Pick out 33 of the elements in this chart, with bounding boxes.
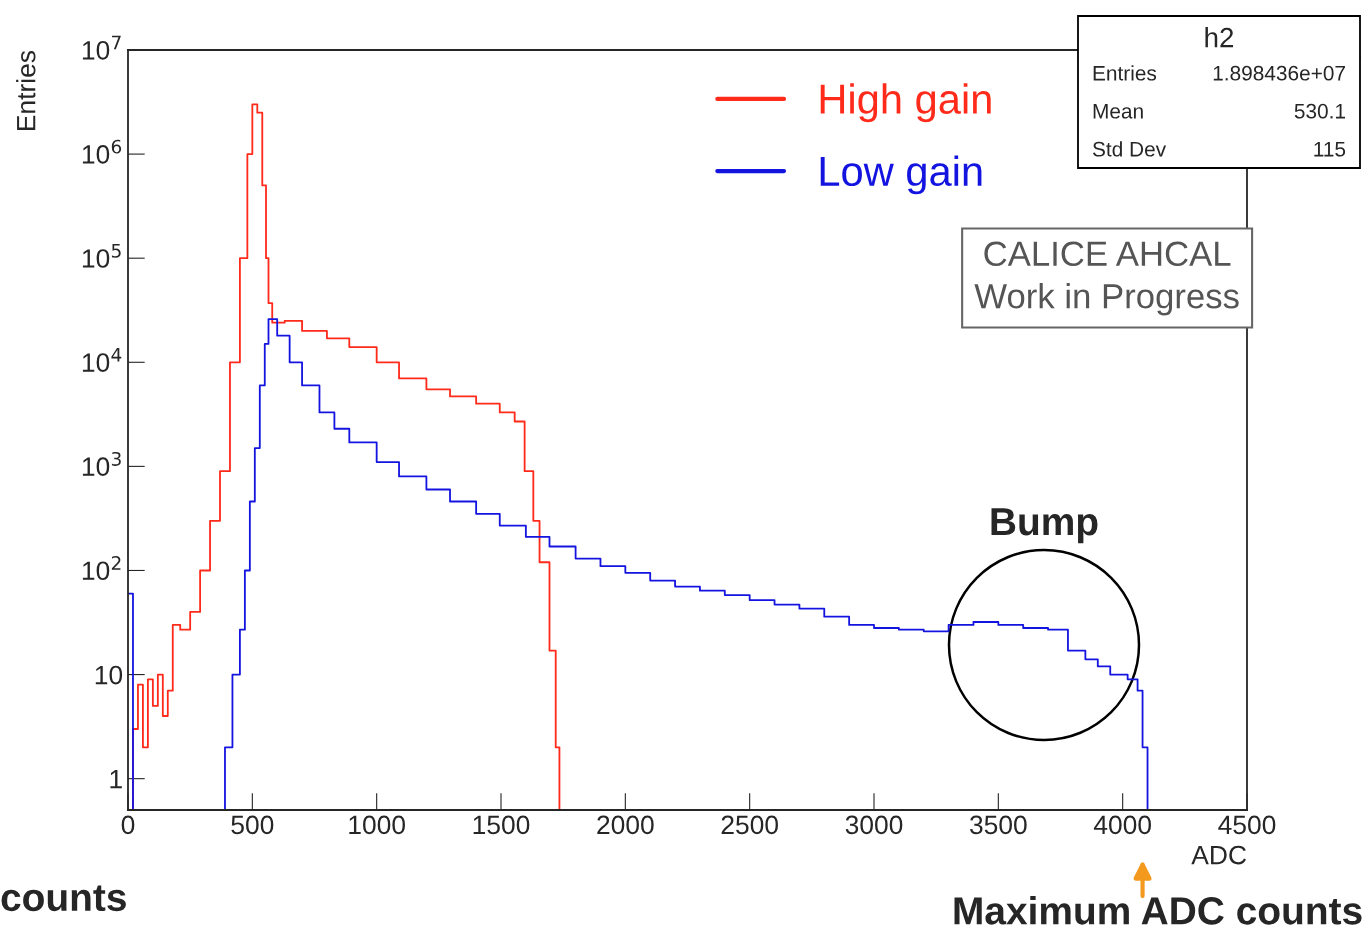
annotation: Std Dev xyxy=(1092,141,1167,157)
y-axis-title: Entries xyxy=(16,50,36,130)
text: 530.1 xyxy=(1294,103,1345,119)
legend-label: Low gain xyxy=(820,155,982,195)
y-tick-label: 10$^{2}$ xyxy=(82,556,121,581)
x-tick-label: 4500 xyxy=(1218,815,1276,835)
y-tick-label: 1 xyxy=(110,770,122,789)
x-tick-label: 500 xyxy=(231,815,274,835)
annotation: Mean xyxy=(1093,104,1143,119)
x-tick-label: 3000 xyxy=(845,815,903,835)
x-axis-title: ADC xyxy=(1191,845,1246,865)
annotation: Entries xyxy=(1093,65,1157,81)
x-tick-label: 3500 xyxy=(969,815,1027,835)
x-tick-label: 2000 xyxy=(597,815,654,835)
x-tick-label: 2500 xyxy=(721,815,778,835)
x-tick-label: 0 xyxy=(121,815,135,835)
annotation: 1.898436e+07 xyxy=(1213,65,1345,81)
y-tick-label: 10$^{6}$ xyxy=(82,139,122,164)
x-tick-label: 1000 xyxy=(349,815,405,835)
annotation: CALICE AHCAL Work in Progress xyxy=(974,241,1239,316)
text: 115 xyxy=(1314,142,1346,157)
y-tick-label: 10$^{3}$ xyxy=(82,451,121,476)
y-tick-label: 10$^{4}$ xyxy=(82,348,122,372)
text: h2 xyxy=(1205,27,1234,48)
y-tick-label: 10$^{7}$ xyxy=(82,35,121,60)
legend-label: High gain xyxy=(820,83,991,123)
y-tick-label: 10$^{5}$ xyxy=(82,244,121,268)
annotation: Maximum ADC counts xyxy=(954,896,1362,925)
x-tick-label: 4000 xyxy=(1093,815,1151,835)
text: counts xyxy=(1,885,126,912)
x-tick-label: 1500 xyxy=(473,815,530,835)
annotation: Bump xyxy=(991,508,1098,544)
y-tick-label: 10 xyxy=(95,665,123,685)
